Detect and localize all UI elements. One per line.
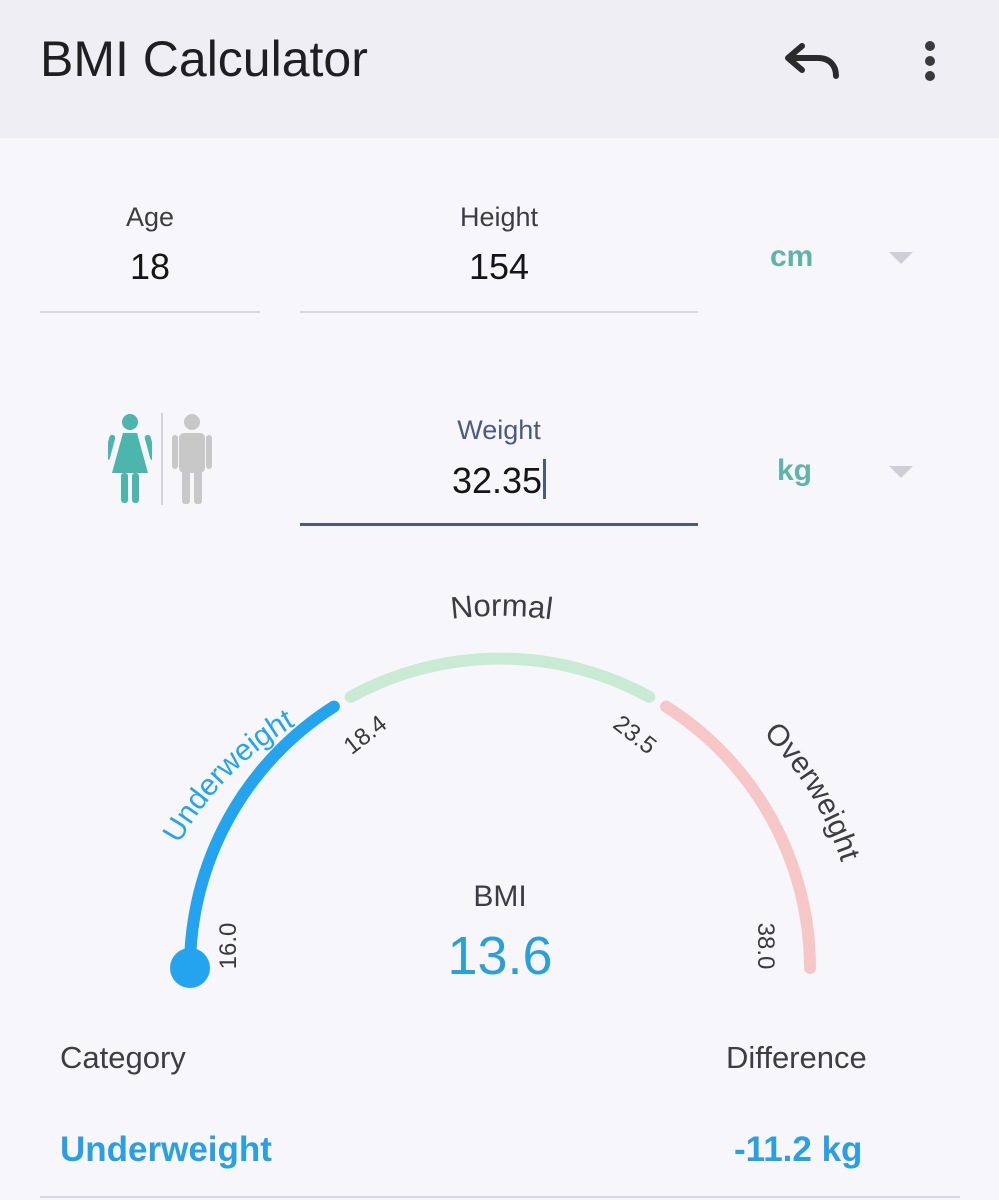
gender-male-button[interactable] <box>170 413 214 510</box>
gauge-segment-overweight <box>660 700 816 974</box>
gauge-tick-23-5: 23.5 <box>608 710 661 760</box>
male-icon <box>172 414 212 504</box>
weight-unit-dropdown-icon[interactable] <box>889 466 913 478</box>
more-vert-icon <box>925 41 935 81</box>
height-unit-select[interactable]: cm <box>770 240 814 273</box>
gauge-tick-38: 38.0 <box>752 923 779 970</box>
gender-female-button[interactable] <box>104 413 156 510</box>
gauge-tick-18-4: 18.4 <box>339 710 392 760</box>
app-bar: BMI Calculator <box>0 0 999 138</box>
weight-input-text: 32.35 <box>451 460 543 501</box>
gauge-indicator <box>170 948 210 988</box>
difference-label: Difference <box>726 1040 867 1075</box>
gauge-tick-16: 16.0 <box>215 923 242 970</box>
bottom-divider <box>40 1196 960 1198</box>
height-unit-dropdown-icon[interactable] <box>889 252 913 264</box>
weight-input[interactable]: 32.35 <box>300 459 698 502</box>
bmi-value: 13.6 <box>447 926 553 986</box>
more-options-button[interactable] <box>910 34 950 90</box>
age-label: Age <box>125 202 175 232</box>
gauge-label-normal: Normal <box>449 588 555 627</box>
gender-divider <box>161 413 163 505</box>
weight-underline <box>300 523 698 526</box>
app-title: BMI Calculator <box>40 31 368 87</box>
bmi-label: BMI <box>473 880 527 913</box>
height-label: Height <box>459 202 539 232</box>
difference-value: -11.2 kg <box>734 1130 863 1169</box>
gauge-segment-underweight <box>184 700 340 974</box>
gauge-label-overweight: Overweight <box>758 716 866 865</box>
undo-icon <box>785 43 839 79</box>
category-label: Category <box>60 1040 186 1075</box>
age-input[interactable]: 18 <box>129 246 171 287</box>
height-input[interactable]: 154 <box>468 246 530 287</box>
category-value: Underweight <box>60 1130 272 1169</box>
bmi-gauge: Underweight Normal Overweight 16.0 18.4 … <box>157 588 866 988</box>
female-icon <box>104 414 156 503</box>
gauge-segment-normal <box>344 652 656 703</box>
weight-unit-select[interactable]: kg <box>777 454 813 487</box>
text-cursor <box>543 459 547 499</box>
age-underline <box>40 311 260 313</box>
weight-label: Weight <box>457 415 541 445</box>
height-underline <box>300 311 698 313</box>
undo-button[interactable] <box>780 36 844 86</box>
